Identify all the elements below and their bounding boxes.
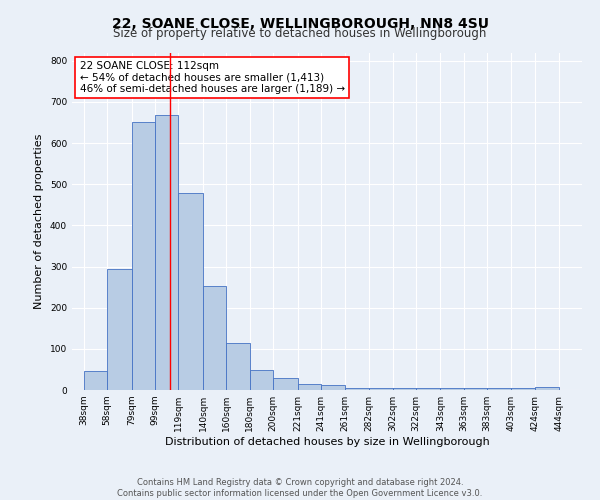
Bar [178, 193, 203, 390]
Bar [369, 388, 392, 390]
Bar [535, 386, 559, 390]
Bar [321, 384, 344, 390]
Bar [155, 114, 178, 390]
Bar [511, 388, 535, 390]
Bar [226, 343, 250, 390]
Text: 22 SOANE CLOSE: 112sqm
← 54% of detached houses are smaller (1,413)
46% of semi-: 22 SOANE CLOSE: 112sqm ← 54% of detached… [80, 61, 345, 94]
Bar [250, 370, 273, 390]
X-axis label: Distribution of detached houses by size in Wellingborough: Distribution of detached houses by size … [164, 437, 490, 447]
Bar [131, 122, 155, 390]
Text: Size of property relative to detached houses in Wellingborough: Size of property relative to detached ho… [113, 28, 487, 40]
Bar [273, 378, 298, 390]
Bar [487, 388, 511, 390]
Y-axis label: Number of detached properties: Number of detached properties [34, 134, 44, 309]
Bar [464, 388, 487, 390]
Bar [344, 388, 369, 390]
Text: Contains HM Land Registry data © Crown copyright and database right 2024.
Contai: Contains HM Land Registry data © Crown c… [118, 478, 482, 498]
Text: 22, SOANE CLOSE, WELLINGBOROUGH, NN8 4SU: 22, SOANE CLOSE, WELLINGBOROUGH, NN8 4SU [112, 18, 488, 32]
Bar [203, 286, 226, 390]
Bar [392, 388, 416, 390]
Bar [416, 388, 440, 390]
Bar [298, 384, 321, 390]
Bar [107, 269, 131, 390]
Bar [440, 388, 464, 390]
Bar [83, 370, 107, 390]
